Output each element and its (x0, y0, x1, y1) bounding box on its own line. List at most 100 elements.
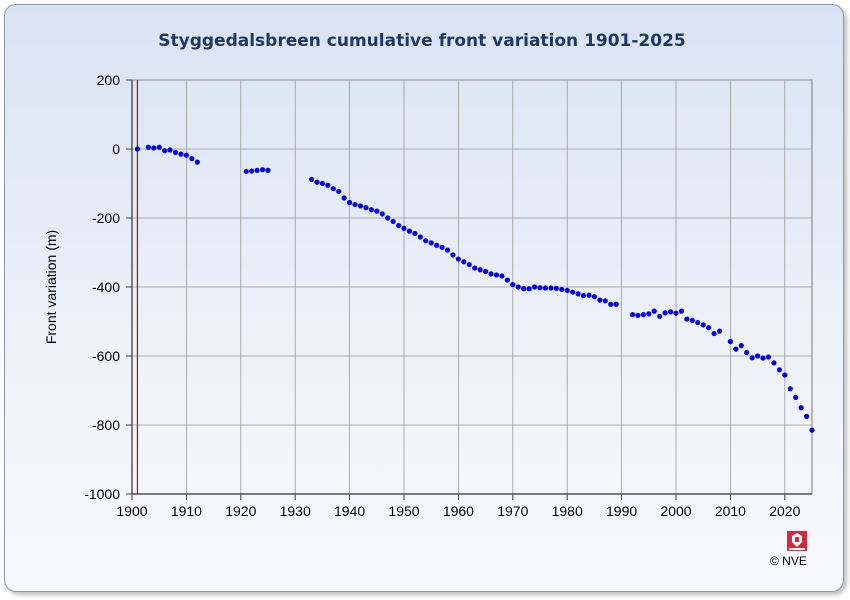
data-point (352, 201, 358, 208)
data-point (727, 338, 734, 345)
data-point (423, 238, 429, 244)
data-point (483, 268, 489, 275)
x-tick-label: 1930 (280, 503, 311, 519)
data-point (521, 286, 527, 292)
y-tick-label: -800 (92, 417, 120, 433)
data-point (395, 222, 402, 229)
data-point (613, 301, 619, 307)
data-point (657, 313, 663, 319)
data-point (765, 354, 772, 360)
data-point (254, 167, 260, 173)
data-point (510, 281, 516, 288)
data-point (341, 195, 347, 201)
data-point (575, 291, 581, 297)
data-point (499, 273, 505, 279)
data-point (771, 360, 777, 366)
x-tick-label: 1920 (225, 503, 256, 519)
data-point (178, 151, 184, 157)
data-point (259, 167, 266, 173)
x-tick-label: 2020 (769, 503, 800, 519)
data-point (760, 355, 766, 361)
x-tick-label: 1900 (116, 503, 147, 519)
data-point (390, 218, 396, 225)
data-point (243, 168, 249, 175)
data-point (749, 355, 755, 361)
data-point (325, 182, 331, 188)
data-point (406, 228, 413, 234)
data-point (466, 261, 472, 268)
data-point (744, 349, 750, 356)
data-point (711, 330, 717, 337)
data-point (580, 293, 587, 299)
data-point (515, 284, 521, 290)
data-point (134, 146, 141, 152)
data-point (265, 167, 271, 173)
data-point (662, 310, 668, 316)
data-point (428, 240, 434, 246)
data-point (608, 301, 614, 307)
x-tick-label: 1950 (388, 503, 419, 519)
data-point (651, 308, 657, 314)
data-point (330, 186, 336, 192)
data-point (564, 287, 570, 294)
data-point (706, 325, 712, 331)
data-point (319, 180, 325, 187)
data-point (368, 207, 374, 213)
data-point (412, 230, 418, 237)
data-point (493, 272, 500, 278)
nve-crest-icon (787, 531, 807, 551)
data-point (385, 215, 391, 221)
data-point (803, 413, 810, 419)
data-point (314, 179, 320, 185)
data-point (249, 168, 255, 174)
x-tick-label: 1980 (552, 503, 583, 519)
data-point (172, 149, 179, 156)
data-point (162, 148, 168, 154)
data-point (738, 343, 744, 349)
data-point (667, 309, 674, 315)
data-point (809, 427, 815, 433)
data-point (629, 312, 636, 318)
data-point (347, 199, 353, 206)
data-point (151, 145, 157, 151)
y-tick-label: 0 (112, 141, 120, 157)
data-point (183, 152, 189, 158)
data-point (439, 244, 445, 250)
data-point (488, 271, 494, 277)
y-tick-label: -600 (92, 348, 120, 364)
data-point (450, 252, 456, 258)
data-point (570, 289, 576, 295)
copyright-text: © NVE (770, 554, 807, 568)
data-point (379, 211, 385, 217)
data-point (646, 311, 652, 317)
data-point (635, 312, 641, 318)
data-point (548, 285, 554, 291)
data-point (776, 367, 782, 373)
y-tick-label: -400 (92, 279, 120, 295)
data-point (156, 144, 162, 150)
data-point (684, 316, 690, 322)
data-point (591, 294, 598, 300)
data-point (553, 285, 559, 291)
data-point (716, 328, 723, 334)
data-point (526, 286, 532, 292)
data-point (194, 159, 200, 165)
data-point (357, 203, 364, 209)
data-point (417, 234, 423, 240)
data-point (755, 353, 761, 359)
data-point (542, 285, 549, 291)
data-point (798, 405, 804, 411)
data-point (308, 176, 315, 182)
data-point (189, 156, 195, 162)
data-point (673, 310, 679, 316)
x-tick-label: 1960 (443, 503, 474, 519)
data-point (455, 256, 461, 262)
y-axis-label: Front variation (m) (43, 230, 59, 344)
data-point (695, 319, 701, 326)
y-axis-ticks: 200 0 -200 -400 -600 -800 -1000 (84, 72, 132, 502)
data-point (444, 247, 451, 253)
x-axis-ticks: 1900 1910 1920 1930 1940 1950 1960 1970 1980 1990… (116, 494, 801, 519)
data-point (787, 386, 793, 392)
data-point (537, 285, 543, 291)
x-tick-label: 2000 (660, 503, 691, 519)
